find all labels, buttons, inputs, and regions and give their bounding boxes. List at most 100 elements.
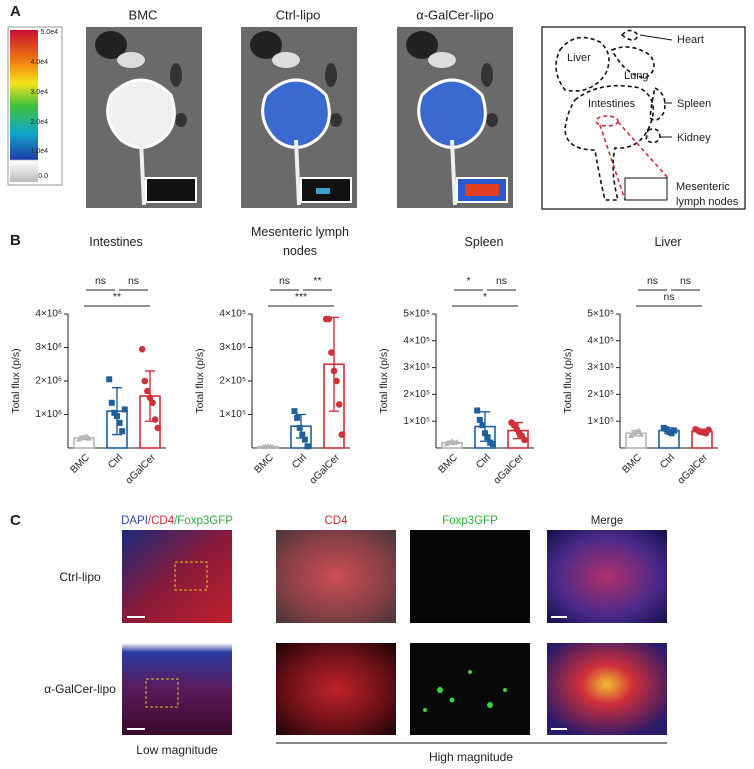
significance-label: ns [680,275,691,287]
colorbar-label: 2.0e4 [30,119,48,126]
image-title: α-GalCer-lipo [416,7,494,22]
y-tick-label: 2×10⁵ [219,376,246,387]
y-tick-label: 1×10⁵ [403,416,430,427]
data-point [330,367,338,375]
data-point [301,436,308,443]
colorbar-label: 1.0e4 [30,148,48,155]
significance-label: * [466,275,470,287]
organ [330,113,342,127]
significance-label: *** [295,291,307,303]
data-point [635,427,642,433]
intestine [417,78,487,149]
column-header: CD4 [324,515,348,527]
organ [428,52,456,68]
y-tick-label: 3×10⁵ [403,362,430,373]
liver-outline [555,36,610,92]
data-point [119,428,126,435]
data-point [443,440,450,446]
data-point [638,431,645,437]
data-point [296,424,303,431]
mln-outline [595,115,619,127]
micrograph [276,530,396,623]
pointer [639,34,673,41]
data-point [149,399,156,407]
significance-label: ns [95,275,106,287]
schematic-label: Spleen [677,98,711,110]
data-point [299,431,306,438]
low-mag-header: DAPI/CD4/Foxp3GFP [121,515,233,527]
significance-label: ns [496,275,507,287]
x-tick-label: Ctrl [474,452,493,471]
schematic-label: Mesenteric lymph nodes [676,181,739,208]
data-point [489,440,496,447]
data-point [138,345,146,353]
y-tick-label: 3×10⁵ [587,362,614,373]
mesentery [450,139,457,206]
image-title: Ctrl-lipo [276,7,321,22]
imaging-panels: BMC Ctrl-lipo α-GalCer-lipo [129,7,494,22]
colorbar-label: 3.0e4 [30,89,48,96]
y-tick-label: 2×10⁶ [35,376,62,387]
inset [145,177,197,203]
colorbar-label: 4.0e4 [30,59,48,66]
micrograph [547,530,667,623]
y-tick-label: 1×10⁶ [35,409,62,420]
chart-title: Spleen [464,234,504,249]
schematic-label: Lung [624,70,648,82]
micrograph [276,643,396,735]
y-tick-label: 4×10⁶ [35,309,62,320]
organ [272,52,300,68]
chart-title: Liver [654,234,682,249]
data-point [86,435,93,441]
chart-title: Intestines [89,234,143,249]
row-label: α-GalCer-lipo [44,682,116,696]
data-point [521,436,528,444]
data-point [270,443,277,449]
x-tick-label: αGalCer [676,452,711,487]
data-point [154,424,162,432]
zoom-box [174,561,208,591]
colorbar-labels: 5.0e4 4.0e4 3.0e4 2.0e4 1.0e4 0.0 [30,29,58,180]
kidney-outline [645,128,661,144]
data-point [484,434,491,441]
micrograph [410,530,530,623]
y-axis-label: Total flux (p/s) [378,348,390,413]
gfp-spot [487,702,493,708]
intestine [106,78,176,149]
data-point [627,432,634,438]
data-point [106,376,113,383]
intestines-outline [564,84,655,201]
data-point [75,436,82,442]
schematic-frame [541,26,746,210]
zoom-box [145,678,179,708]
data-point [479,422,486,429]
y-tick-label: 3×10⁵ [219,342,246,353]
panel-label: A [10,3,21,20]
micrograph [122,643,232,735]
organ [170,63,182,87]
x-tick-label: BMC [68,452,92,476]
data-point [151,416,159,423]
significance-label: ns [128,275,139,287]
y-tick-label: 3×10⁶ [35,342,62,353]
data-point [476,416,483,423]
organ-schematic [541,26,746,210]
footer-label: Low magnitude [136,743,218,757]
significance-label: ** [313,275,321,287]
y-tick-label: 5×10⁵ [587,309,614,320]
gfp-spot [449,697,455,703]
gfp-spot [468,670,472,674]
zoom-line [599,124,626,201]
data-point [333,377,340,385]
organ [175,113,187,127]
intestine [261,78,331,149]
significance-label: ns [279,275,290,287]
data-point [630,430,637,436]
lung-outline [610,46,655,79]
mln-box [624,177,668,201]
y-tick-label: 5×10⁵ [403,309,430,320]
gfp-spots [423,670,507,712]
data-point [146,394,154,402]
column-header: Merge [591,515,624,527]
